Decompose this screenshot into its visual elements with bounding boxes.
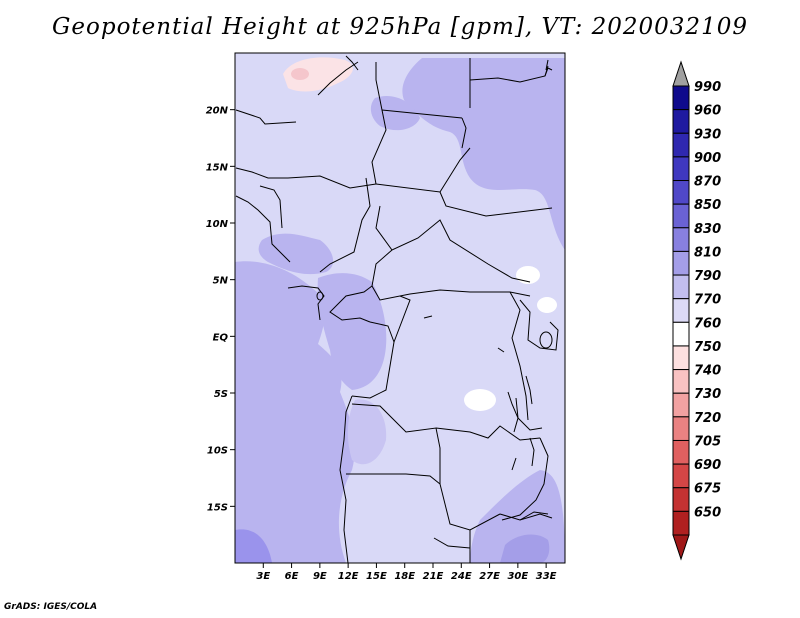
- colorbar: 990 960 930 900 870 850 830 810 790 770 760 750 740 7…: [672, 60, 721, 561]
- map-title: Geopotential Height at 925hPa [gpm], VT:…: [52, 14, 748, 40]
- colorbar-swatch: [672, 180, 690, 205]
- gulf-of-guinea-coast: [287, 285, 325, 321]
- colorbar-label: 690: [694, 458, 721, 473]
- field-region-high-1: [464, 389, 496, 411]
- field-region-sahel: [370, 96, 420, 131]
- height-field: [235, 53, 565, 563]
- colorbar-label: 770: [694, 293, 721, 308]
- lon-tick-label: 27E: [479, 571, 500, 582]
- colorbar-swatch: [672, 132, 690, 158]
- colorbar-label: 750: [694, 340, 721, 355]
- colorbar-label: 650: [694, 505, 721, 520]
- lon-tick-label: 18E: [394, 571, 415, 582]
- lon-tick-label: 3E: [256, 571, 270, 582]
- lat-tick-label: 10S: [207, 446, 228, 457]
- colorbar-label: 740: [694, 364, 721, 379]
- footer-credit: GrADS: IGES/COLA: [4, 602, 98, 612]
- colorbar-swatch: [672, 487, 690, 512]
- field-region-southwest: [235, 529, 272, 563]
- colorbar-swatch: [672, 250, 690, 276]
- lon-tick-label: 24E: [451, 571, 472, 582]
- colorbar-label: 930: [694, 127, 721, 142]
- field-region-lowest: [291, 68, 309, 80]
- colorbar-label: 850: [694, 198, 721, 213]
- colorbar-label: 900: [694, 151, 721, 166]
- field-region-ne: [402, 58, 565, 250]
- colorbar-swatch: [672, 203, 690, 229]
- longitude-axis: 3E 6E 9E 12E 15E 18E 21E 24E 27E 30E 33E: [256, 563, 557, 582]
- lat-tick-label: 5N: [213, 276, 229, 287]
- colorbar-swatch: [672, 345, 690, 371]
- field-region-nigeria: [258, 233, 334, 275]
- lon-tick-label: 6E: [285, 571, 299, 582]
- colorbar-label: 830: [694, 222, 721, 237]
- colorbar-swatch: [672, 463, 690, 489]
- lat-tick-label: 15S: [207, 502, 228, 513]
- lakes: [316, 59, 553, 521]
- lon-tick-label: 12E: [338, 571, 359, 582]
- colorbar-label: 730: [694, 387, 721, 402]
- field-region-low: [283, 57, 353, 92]
- colorbar-label: 960: [694, 104, 721, 119]
- colorbar-swatch: [672, 416, 690, 441]
- colorbar-swatch: [672, 321, 690, 347]
- colorbar-swatch: [672, 109, 690, 134]
- colorbar-swatch: [672, 227, 690, 252]
- colorbar-swatch: [672, 392, 690, 418]
- colorbar-swatch: [672, 510, 690, 536]
- colorbar-top-arrow: [672, 60, 690, 87]
- field-region-atlantic: [235, 261, 355, 563]
- plot-frame: [234, 52, 566, 564]
- colorbar-label: 790: [694, 269, 721, 284]
- lon-tick-label: 30E: [507, 571, 528, 582]
- latitude-axis: 20N 15N 10N 5N EQ 5S 10S 15S: [206, 106, 235, 513]
- lat-tick-label: EQ: [213, 332, 229, 343]
- colorbar-label: 990: [694, 80, 721, 95]
- colorbar-label: 705: [694, 434, 721, 449]
- lon-tick-label: 33E: [536, 571, 557, 582]
- colorbar-swatch: [672, 85, 690, 111]
- lat-tick-label: 10N: [206, 219, 229, 230]
- colorbar-swatch: [672, 298, 690, 323]
- country-borders: [235, 55, 559, 563]
- field-region-central: [317, 273, 387, 390]
- field-region-high-3: [537, 297, 557, 313]
- field-region-southeast-core: [500, 534, 550, 563]
- lat-tick-label: 20N: [206, 106, 229, 117]
- lon-tick-label: 9E: [313, 571, 327, 582]
- colorbar-swatch: [672, 274, 690, 300]
- colorbar-bottom-arrow: [672, 534, 690, 561]
- lon-tick-label: 15E: [366, 571, 387, 582]
- colorbar-label: 870: [694, 175, 721, 190]
- colorbar-swatch: [672, 156, 690, 182]
- colorbar-label: 810: [694, 245, 721, 260]
- field-region-angola: [347, 399, 387, 465]
- lat-tick-label: 15N: [206, 162, 229, 173]
- colorbar-swatch: [672, 369, 690, 394]
- field-region-high-2: [516, 266, 540, 284]
- lon-tick-label: 21E: [423, 571, 444, 582]
- colorbar-swatch: [672, 439, 690, 465]
- colorbar-label: 720: [694, 411, 721, 426]
- colorbar-label: 675: [694, 482, 721, 497]
- lat-tick-label: 5S: [214, 389, 228, 400]
- colorbar-label: 760: [694, 316, 721, 331]
